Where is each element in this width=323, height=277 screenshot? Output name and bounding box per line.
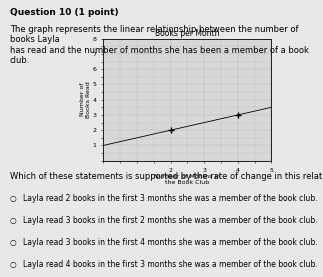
- Y-axis label: Number of
Books Read: Number of Books Read: [80, 81, 91, 118]
- Text: Which of these statements is supported by the rate of change in this relationshi: Which of these statements is supported b…: [10, 172, 323, 181]
- Text: Layla read 3 books in the first 2 months she was a member of the book club.: Layla read 3 books in the first 2 months…: [23, 216, 317, 225]
- Text: ○: ○: [10, 216, 16, 225]
- Title: Books per Month: Books per Month: [155, 29, 220, 38]
- X-axis label: Number of Months in
the Book Club: Number of Months in the Book Club: [154, 174, 220, 185]
- Text: ○: ○: [10, 194, 16, 203]
- Text: The graph represents the linear relationship between the number of books Layla
h: The graph represents the linear relation…: [10, 25, 308, 65]
- Text: ○: ○: [10, 238, 16, 247]
- Text: Layla read 2 books in the first 3 months she was a member of the book club.: Layla read 2 books in the first 3 months…: [23, 194, 317, 203]
- Text: Layla read 4 books in the first 3 months she was a member of the book club.: Layla read 4 books in the first 3 months…: [23, 260, 318, 269]
- Text: Layla read 3 books in the first 4 months she was a member of the book club.: Layla read 3 books in the first 4 months…: [23, 238, 318, 247]
- Text: Question 10 (1 point): Question 10 (1 point): [10, 8, 118, 17]
- Text: ○: ○: [10, 260, 16, 269]
